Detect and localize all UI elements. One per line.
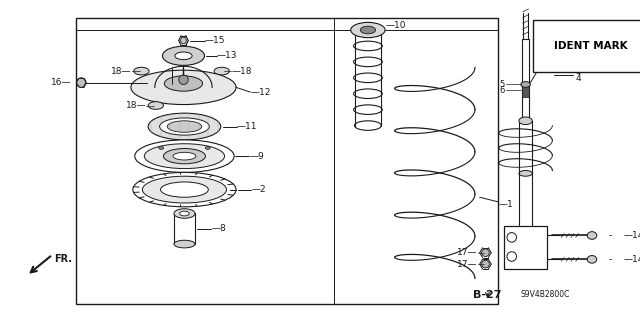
Text: —13: —13: [217, 51, 237, 60]
Text: 17—: 17—: [458, 248, 478, 257]
Ellipse shape: [360, 26, 376, 34]
Ellipse shape: [159, 146, 164, 149]
Ellipse shape: [507, 233, 516, 242]
Ellipse shape: [167, 121, 202, 132]
Ellipse shape: [205, 146, 210, 149]
Ellipse shape: [144, 144, 225, 168]
Ellipse shape: [163, 149, 205, 164]
Ellipse shape: [353, 73, 382, 83]
Ellipse shape: [353, 89, 382, 99]
Ellipse shape: [135, 140, 234, 172]
Text: —10: —10: [385, 21, 406, 30]
Ellipse shape: [353, 57, 382, 67]
Ellipse shape: [351, 22, 385, 38]
Bar: [504, 226, 547, 269]
Text: 17—: 17—: [458, 260, 478, 269]
Ellipse shape: [148, 113, 221, 140]
Text: 5: 5: [499, 80, 504, 89]
Ellipse shape: [174, 240, 195, 248]
Ellipse shape: [174, 209, 195, 218]
Bar: [522, 85, 529, 97]
Text: —18: —18: [231, 67, 252, 76]
Text: —14: —14: [623, 255, 640, 264]
Ellipse shape: [131, 70, 236, 105]
Text: —11: —11: [237, 122, 257, 131]
Ellipse shape: [353, 41, 382, 51]
Ellipse shape: [507, 252, 516, 261]
Text: —15: —15: [205, 36, 225, 45]
Text: 16—: 16—: [51, 78, 72, 87]
Ellipse shape: [519, 117, 532, 125]
Text: 18—: 18—: [125, 101, 146, 110]
Ellipse shape: [521, 82, 531, 87]
Ellipse shape: [76, 78, 86, 87]
Text: 6: 6: [499, 86, 504, 95]
Ellipse shape: [588, 256, 596, 263]
Ellipse shape: [159, 118, 209, 135]
Ellipse shape: [482, 249, 490, 256]
Ellipse shape: [133, 172, 236, 207]
Ellipse shape: [175, 52, 192, 60]
Text: B-27: B-27: [473, 290, 502, 300]
Text: IDENT MARK: IDENT MARK: [554, 41, 628, 51]
Bar: [519, 121, 532, 173]
Ellipse shape: [173, 152, 196, 160]
Ellipse shape: [148, 102, 163, 109]
Ellipse shape: [164, 76, 203, 91]
Ellipse shape: [134, 67, 149, 75]
Ellipse shape: [482, 260, 490, 268]
Bar: [76, 18, 498, 304]
Ellipse shape: [588, 232, 596, 239]
Ellipse shape: [180, 37, 186, 44]
Text: FR.: FR.: [54, 254, 72, 264]
Text: 4: 4: [575, 74, 581, 83]
Text: —2: —2: [252, 185, 266, 194]
Text: —9: —9: [250, 152, 264, 161]
Ellipse shape: [163, 46, 205, 65]
Ellipse shape: [179, 75, 188, 85]
Bar: [174, 213, 195, 244]
Text: 3: 3: [575, 67, 581, 76]
Text: —8: —8: [211, 224, 226, 233]
Ellipse shape: [161, 182, 209, 197]
Ellipse shape: [519, 170, 532, 176]
Ellipse shape: [142, 176, 227, 203]
Text: —12: —12: [250, 88, 271, 97]
Text: 18—: 18—: [111, 67, 132, 76]
Ellipse shape: [355, 121, 381, 130]
Ellipse shape: [180, 211, 189, 216]
Ellipse shape: [355, 25, 381, 35]
Text: —1: —1: [499, 200, 513, 209]
Ellipse shape: [214, 67, 229, 75]
Ellipse shape: [353, 105, 382, 115]
Text: S9V4B2800C: S9V4B2800C: [521, 290, 570, 299]
Text: —14: —14: [623, 231, 640, 240]
